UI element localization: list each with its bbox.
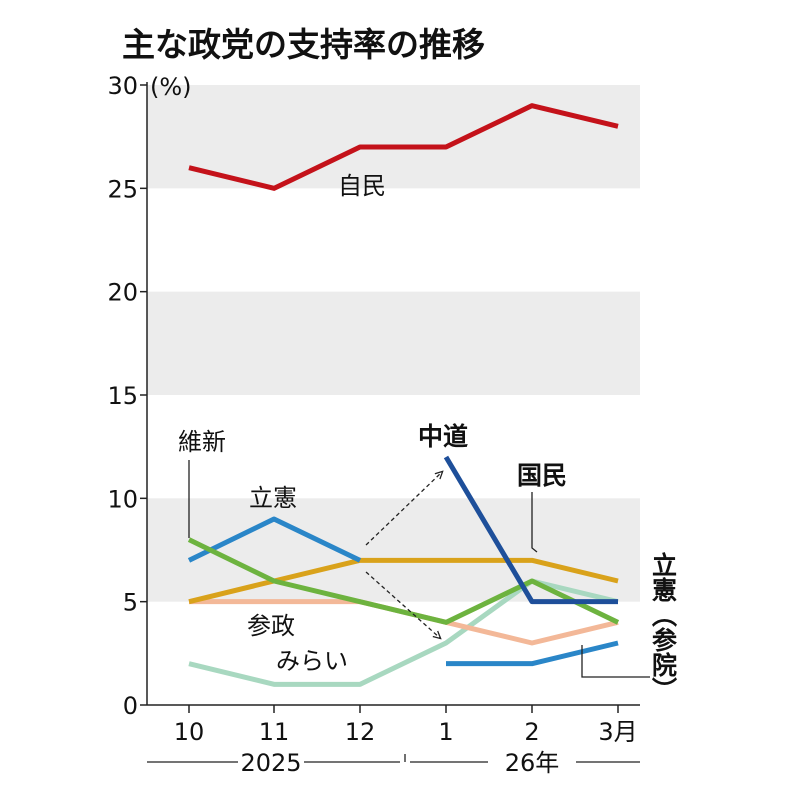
series-line-4 [187, 537, 620, 625]
series-line-2 [188, 557, 619, 605]
leader-line [581, 645, 650, 678]
y-tick-label: 15 [107, 382, 138, 410]
grid-bands [147, 85, 640, 602]
series-label: 中道 [418, 422, 468, 451]
x-tick-label: 10 [174, 718, 205, 746]
series-label: 立憲（参院） [649, 551, 678, 702]
series-lines [187, 103, 620, 687]
x-tick-label: 12 [345, 718, 376, 746]
chart-title: 主な政党の支持率の推移 [122, 25, 485, 64]
arrow-to-chudo [365, 472, 442, 546]
x-tick-label: 3月 [598, 718, 637, 746]
x-tick-label: 2 [524, 718, 539, 746]
series-label: みらい [276, 647, 348, 675]
y-tick-label: 30 [107, 72, 138, 100]
series-line-7 [446, 640, 619, 667]
y-tick-label: 0 [123, 692, 138, 720]
series-line-1 [187, 516, 362, 563]
y-tick-label: 5 [123, 589, 138, 617]
series-label: 参政 [247, 612, 295, 640]
y-tick-label: 20 [107, 279, 138, 307]
series-line-5 [188, 578, 619, 687]
arrow-to-sangiin [365, 571, 440, 638]
y-tick-label: 25 [107, 175, 138, 203]
series-label: 維新 [178, 428, 226, 456]
leader-line [531, 492, 538, 553]
year-label: 26年 [505, 749, 560, 777]
y-axis-unit: (%) [150, 73, 192, 101]
series-label: 立憲 [249, 484, 297, 512]
x-tick-label: 1 [438, 718, 453, 746]
x-tick-label: 11 [259, 718, 290, 746]
series-line-6 [443, 455, 618, 605]
grid-band-0 [147, 85, 640, 189]
series-label: 国民 [517, 461, 567, 490]
series-label: 自民 [338, 172, 386, 200]
y-tick-label: 10 [107, 485, 138, 513]
series-line-0 [188, 103, 619, 191]
grid-band-2 [147, 498, 640, 602]
year-label: 2025 [240, 749, 301, 777]
grid-band-1 [147, 291, 640, 395]
